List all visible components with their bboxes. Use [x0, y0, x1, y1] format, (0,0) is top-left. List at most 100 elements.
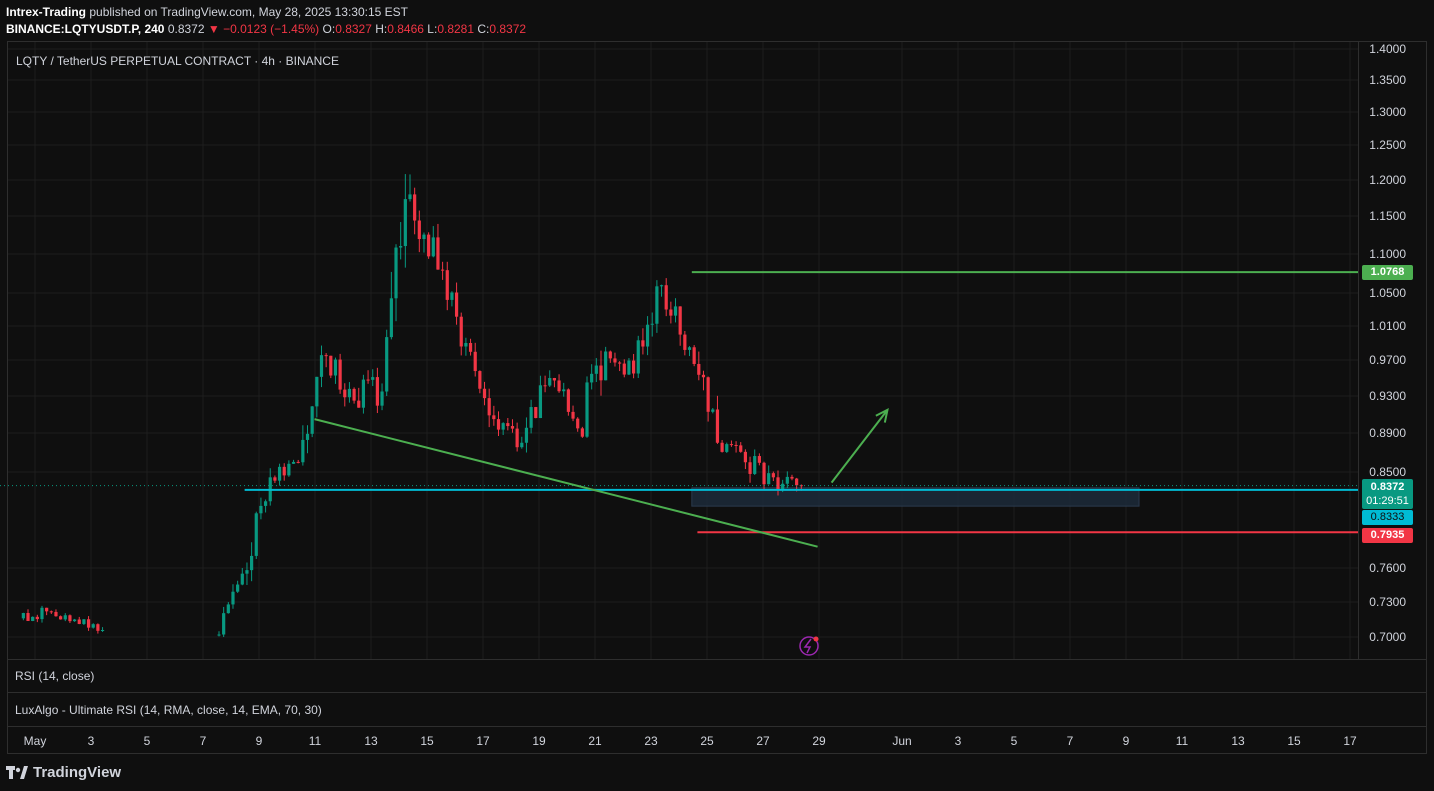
tradingview-logo[interactable]: TradingView — [6, 764, 121, 781]
candle — [91, 623, 95, 629]
time-tick-label: 3 — [955, 734, 962, 748]
price-tick-label: 0.7300 — [1369, 595, 1406, 609]
candle-body — [63, 615, 67, 620]
candle — [566, 388, 570, 416]
candle — [687, 346, 692, 357]
candle — [21, 612, 25, 621]
candle — [492, 405, 496, 426]
price-tick-label: 0.7000 — [1369, 630, 1406, 644]
candle — [319, 345, 324, 388]
candle — [277, 463, 282, 486]
candle — [250, 542, 254, 582]
support-zone — [691, 487, 1140, 507]
candle-body — [40, 607, 44, 620]
candle-body — [580, 428, 584, 437]
time-tick-label: 9 — [1123, 734, 1130, 748]
candle-body — [352, 388, 356, 401]
publisher-name[interactable]: Intrex-Trading — [6, 5, 87, 19]
time-tick-label: Jun — [892, 734, 911, 748]
candle — [515, 422, 519, 452]
candle — [776, 470, 780, 496]
candle-body — [217, 634, 221, 636]
candle-body — [236, 584, 240, 592]
candle — [678, 306, 682, 346]
time-tick-label: 5 — [144, 734, 151, 748]
candle — [599, 350, 603, 396]
candle — [441, 261, 445, 280]
candle — [63, 613, 67, 622]
candle-body — [72, 619, 77, 622]
candle — [767, 465, 771, 485]
alert-icon — [799, 636, 819, 656]
candle — [454, 282, 459, 325]
candle — [72, 618, 77, 622]
candle-body — [520, 442, 524, 448]
candle — [673, 298, 678, 323]
candle — [445, 261, 449, 311]
rsi-pane-label[interactable]: RSI (14, close) — [15, 669, 95, 683]
candle-body — [664, 285, 668, 310]
candle-body — [571, 411, 575, 419]
candle-body — [538, 385, 543, 419]
price-tick-label: 1.1500 — [1369, 209, 1406, 223]
candle-body — [557, 380, 561, 392]
chart-title[interactable]: LQTY / TetherUS PERPETUAL CONTRACT · 4h … — [16, 54, 339, 68]
price-tick-label: 0.8900 — [1369, 426, 1406, 440]
candle-body — [692, 347, 696, 364]
candle — [427, 232, 431, 259]
candle-body — [785, 476, 789, 484]
price-tick-label: 1.0500 — [1369, 286, 1406, 300]
candle-body — [305, 433, 310, 440]
candle — [715, 395, 720, 444]
trendline — [314, 418, 818, 548]
time-tick-label: May — [24, 734, 47, 748]
candle — [669, 301, 673, 324]
candle — [753, 449, 757, 475]
candle — [226, 602, 230, 614]
candle-body — [454, 292, 459, 317]
candle-body — [697, 363, 701, 375]
candle-body — [68, 615, 72, 622]
candle-body — [618, 362, 622, 364]
symbol-label[interactable]: BINANCE:LQTYUSDT.P, 240 — [6, 22, 165, 36]
chart-grid — [8, 42, 1358, 659]
candle — [245, 562, 249, 585]
candle-body — [403, 199, 407, 247]
candle-body — [599, 365, 603, 381]
candle-body — [641, 340, 645, 347]
pane-separator[interactable] — [8, 726, 1426, 727]
candle — [389, 271, 393, 340]
candle-body — [715, 409, 720, 443]
candle — [333, 357, 338, 384]
candle — [54, 609, 58, 617]
candle — [762, 461, 766, 490]
candle — [259, 497, 263, 520]
candle — [82, 619, 86, 625]
candle — [366, 370, 370, 384]
candle — [729, 440, 734, 447]
candle — [725, 442, 729, 453]
chart-frame — [7, 41, 1427, 754]
pane-separator[interactable] — [8, 692, 1426, 693]
candle — [487, 388, 491, 428]
candle — [631, 353, 636, 379]
candle — [301, 425, 305, 466]
candle — [35, 614, 39, 623]
candle-body — [706, 377, 710, 412]
open-value: 0.8327 — [335, 22, 372, 36]
candle-body — [711, 409, 715, 412]
candle-body — [771, 473, 775, 478]
candle-body — [277, 466, 282, 481]
candle — [40, 605, 44, 623]
time-axis: May 3 5 7 9 11 13 15 17 19 21 23 25 27 29 Jun 3 5 7 9 11 13 15… — [24, 734, 1357, 748]
luxalgo-pane-label[interactable]: LuxAlgo - Ultimate RSI (14, RMA, close, … — [15, 703, 322, 717]
candle-body — [631, 360, 636, 374]
candle-body — [790, 476, 794, 479]
candle — [636, 335, 640, 378]
candle — [510, 419, 515, 433]
candle-body — [506, 423, 510, 427]
candle-body — [748, 462, 752, 474]
pane-separator[interactable] — [8, 659, 1426, 660]
candle-body — [226, 604, 230, 614]
